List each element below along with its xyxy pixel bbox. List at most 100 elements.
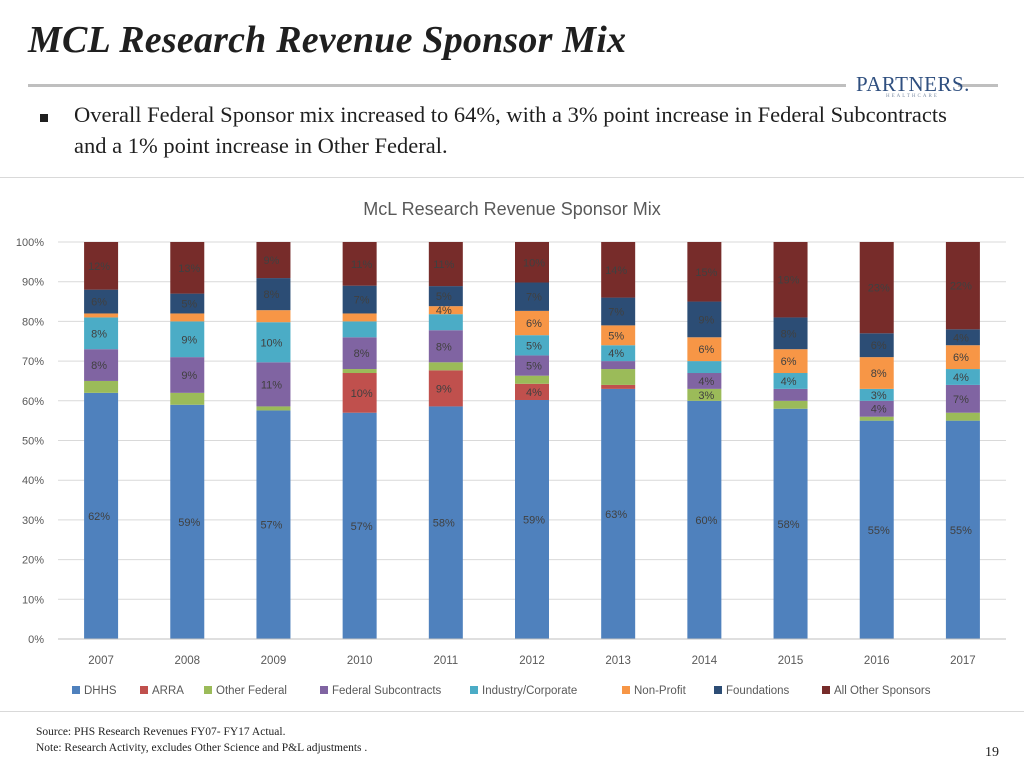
bar-other-federal	[342, 369, 377, 374]
logo-subtext: HEALTHCARE	[886, 94, 939, 99]
bar-foundations	[84, 289, 119, 314]
y-tick-label: 20%	[22, 555, 44, 567]
bar-non-profit	[601, 325, 636, 346]
data-label: 9%	[436, 383, 452, 395]
data-label: 57%	[260, 520, 282, 532]
title-divider-right	[958, 84, 998, 87]
data-label: 5%	[436, 291, 452, 303]
y-tick-label: 50%	[22, 436, 44, 448]
data-label: 60%	[695, 515, 717, 527]
bar-industry-corporate	[515, 335, 549, 356]
legend-swatch	[140, 686, 148, 694]
legend-label: All Other Sponsors	[834, 685, 931, 697]
bar-dhhs	[170, 404, 205, 639]
data-label: 4%	[526, 387, 542, 399]
legend-swatch	[204, 686, 212, 694]
y-tick-label: 30%	[22, 515, 44, 527]
bar-other-federal	[601, 369, 636, 385]
bar-arra	[428, 370, 463, 407]
data-label: 7%	[953, 394, 969, 406]
bar-dhhs	[256, 410, 291, 639]
bar-arra	[601, 384, 636, 389]
data-label: 6%	[781, 356, 797, 368]
data-label: 6%	[526, 318, 542, 330]
data-label: 62%	[88, 511, 110, 523]
legend-swatch	[470, 686, 478, 694]
y-tick-label: 10%	[22, 594, 44, 606]
bar-other-federal	[256, 406, 291, 411]
data-label: 13%	[178, 263, 200, 275]
bar-all-other-sponsors	[945, 242, 980, 330]
bar-federal-subcontracts	[170, 357, 205, 393]
bar-federal-subcontracts	[428, 330, 463, 363]
data-label: 23%	[868, 283, 890, 295]
data-label: 9%	[264, 255, 280, 267]
data-label: 58%	[433, 518, 455, 530]
bar-federal-subcontracts	[945, 384, 980, 413]
bar-federal-subcontracts	[773, 388, 808, 401]
data-label: 9%	[181, 334, 197, 346]
bar-federal-subcontracts	[515, 355, 549, 376]
data-label: 6%	[953, 352, 969, 364]
bar-non-profit	[256, 310, 291, 323]
bar-industry-corporate	[256, 322, 291, 363]
data-label: 4%	[953, 372, 969, 384]
data-label: 4%	[953, 332, 969, 344]
bar-other-federal	[773, 400, 808, 409]
bar-all-other-sponsors	[84, 242, 119, 290]
bar-industry-corporate	[428, 314, 463, 331]
data-label: 6%	[698, 344, 714, 356]
bar-all-other-sponsors	[170, 242, 205, 294]
x-tick-label: 2009	[261, 655, 287, 667]
data-label: 15%	[695, 267, 717, 279]
bar-foundations	[342, 285, 377, 314]
bar-dhhs	[515, 399, 549, 639]
bar-foundations	[515, 282, 549, 311]
y-tick-label: 90%	[22, 277, 44, 289]
data-label: 6%	[871, 340, 887, 352]
bar-other-federal	[170, 392, 205, 405]
bar-non-profit	[773, 349, 808, 374]
legend-swatch	[714, 686, 722, 694]
data-label: 5%	[526, 340, 542, 352]
data-label: 4%	[436, 305, 452, 317]
bar-industry-corporate	[342, 321, 377, 338]
legend-swatch	[822, 686, 830, 694]
data-label: 8%	[354, 348, 370, 360]
bar-other-federal	[515, 375, 549, 384]
bar-non-profit	[170, 313, 205, 322]
data-label: 8%	[91, 328, 107, 340]
bar-industry-corporate	[945, 369, 980, 385]
legend-label: Other Federal	[216, 685, 287, 697]
bar-industry-corporate	[170, 321, 205, 358]
data-label: 10%	[523, 257, 545, 269]
source-line: Source: PHS Research Revenues FY07- FY17…	[36, 726, 286, 738]
x-tick-label: 2016	[864, 655, 890, 667]
bar-other-federal	[84, 380, 119, 393]
x-tick-label: 2012	[519, 655, 545, 667]
data-label: 63%	[605, 509, 627, 521]
y-tick-label: 40%	[22, 475, 44, 487]
bar-federal-subcontracts	[342, 337, 377, 370]
bar-non-profit	[342, 313, 377, 322]
bar-all-other-sponsors	[256, 242, 291, 279]
x-tick-label: 2015	[778, 655, 804, 667]
data-label: 9%	[698, 314, 714, 326]
bar-dhhs	[428, 406, 463, 639]
data-label: 4%	[698, 376, 714, 388]
bar-dhhs	[601, 388, 636, 639]
bar-all-other-sponsors	[859, 242, 894, 334]
data-label: 7%	[608, 306, 624, 318]
bar-federal-subcontracts	[601, 361, 636, 370]
bar-foundations	[687, 301, 722, 338]
legend-label: ARRA	[152, 685, 184, 697]
data-label: 57%	[351, 521, 373, 533]
legend-label: Industry/Corporate	[482, 685, 577, 697]
data-label: 5%	[608, 330, 624, 342]
y-tick-label: 70%	[22, 356, 44, 368]
partners-logo: PARTNERS. HEALTHCARE	[856, 72, 969, 102]
source-note: Source: PHS Research Revenues FY07- FY17…	[36, 724, 367, 756]
data-label: 14%	[605, 265, 627, 277]
bar-industry-corporate	[773, 373, 808, 389]
x-tick-label: 2008	[174, 655, 200, 667]
